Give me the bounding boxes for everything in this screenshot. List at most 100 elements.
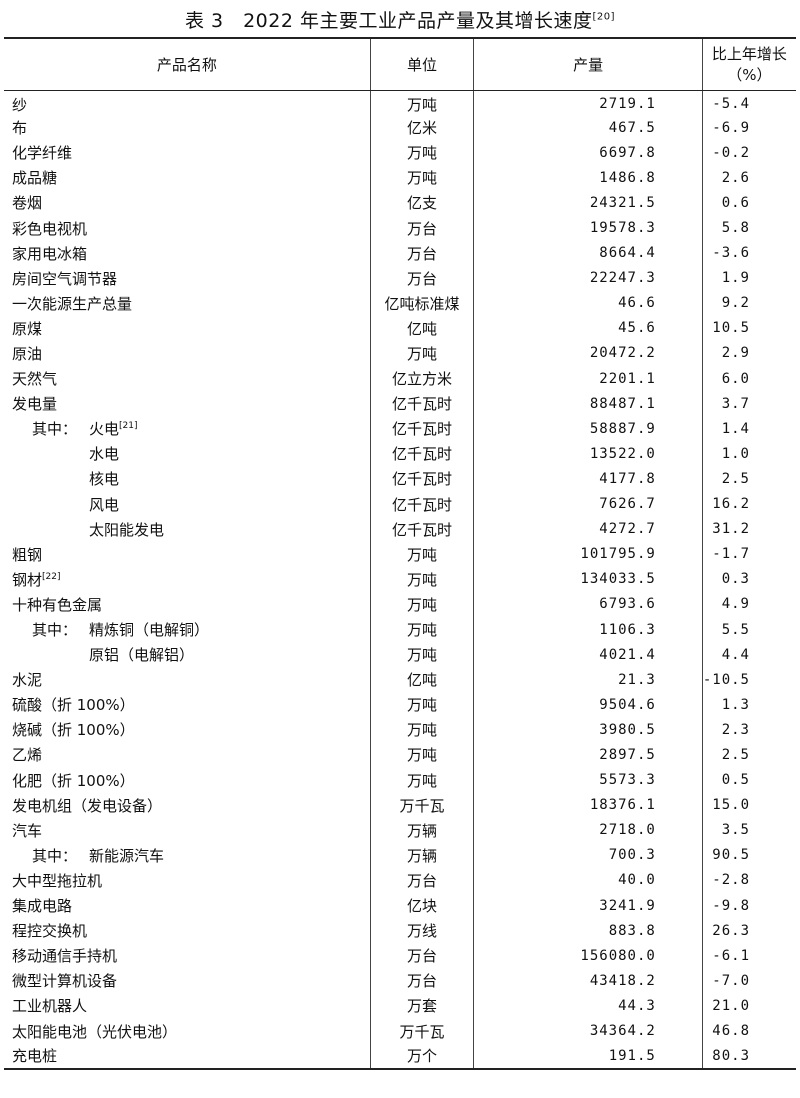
- cell-output: 1106.3: [473, 616, 703, 643]
- cell-growth: 21.0: [701, 993, 796, 1019]
- cell-product: 十种有色金属: [4, 592, 370, 617]
- header-product-name: 产品名称: [4, 37, 371, 91]
- cell-product: 其中： 新能源汽车: [4, 843, 370, 868]
- table-row: 成品糖 万吨 1486.8 2.6: [4, 165, 796, 191]
- cell-product: 工业机器人: [4, 993, 370, 1018]
- cell-growth: 1.4: [701, 416, 796, 442]
- cell-product: 一次能源生产总量: [4, 291, 370, 316]
- cell-growth: -9.8: [701, 893, 796, 919]
- table-row: 移动通信手持机 万台 156080.0 -6.1: [4, 943, 796, 969]
- cell-unit: 万线: [369, 918, 474, 944]
- cell-product: 发电量: [4, 391, 370, 416]
- cell-growth: -5.4: [701, 90, 796, 116]
- cell-growth: 80.3: [701, 1043, 796, 1070]
- cell-output: 191.5: [473, 1043, 703, 1070]
- cell-output: 6697.8: [473, 140, 703, 166]
- cell-output: 2719.1: [473, 90, 703, 116]
- cell-product: 其中： 精炼铜（电解铜）: [4, 617, 370, 642]
- cell-output: 5573.3: [473, 767, 703, 793]
- cell-unit: 万台: [369, 867, 474, 893]
- product-name: 程控交换机: [12, 922, 88, 941]
- product-name: 粗钢: [12, 545, 43, 564]
- cell-growth: 5.8: [701, 215, 796, 241]
- industrial-output-table: 产品名称 单位 产量 比上年增长（%） 纱 万吨 2719.1 -5.4 布 亿米…: [4, 37, 796, 1070]
- cell-growth: 2.3: [701, 717, 796, 743]
- table-row: 其中： 精炼铜（电解铜） 万吨 1106.3 5.5: [4, 616, 796, 643]
- cell-unit: 万吨: [369, 566, 474, 592]
- product-name: 集成电路: [12, 897, 73, 916]
- product-name: 烧碱（折 100%）: [12, 721, 135, 740]
- cell-product: 烧碱（折 100%）: [4, 717, 370, 742]
- cell-output: 46.6: [473, 290, 703, 316]
- cell-growth: -7.0: [701, 968, 796, 994]
- cell-growth: 0.5: [701, 767, 796, 793]
- cell-output: 156080.0: [473, 943, 703, 969]
- cell-product: 化肥（折 100%）: [4, 768, 370, 793]
- cell-output: 34364.2: [473, 1018, 703, 1044]
- cell-growth: 90.5: [701, 842, 796, 868]
- product-name: 汽车: [12, 821, 43, 840]
- cell-output: 134033.5: [473, 566, 703, 592]
- cell-output: 101795.9: [473, 541, 703, 567]
- cell-output: 883.8: [473, 918, 703, 944]
- cell-growth: 2.9: [701, 340, 796, 367]
- cell-product: 化学纤维: [4, 140, 370, 165]
- cell-unit: 万吨: [369, 717, 474, 743]
- product-name: 水电: [89, 445, 120, 464]
- cell-output: 40.0: [473, 867, 703, 893]
- table-row: 原铝（电解铝） 万吨 4021.4 4.4: [4, 642, 796, 668]
- cell-growth: -3.6: [701, 240, 796, 266]
- table-row: 化肥（折 100%） 万吨 5573.3 0.5: [4, 767, 796, 793]
- cell-product: 核电: [4, 466, 370, 491]
- cell-growth: 46.8: [701, 1018, 796, 1044]
- product-name: 核电: [89, 470, 120, 489]
- table-row: 程控交换机 万线 883.8 26.3: [4, 918, 796, 944]
- cell-output: 2201.1: [473, 366, 703, 392]
- cell-unit: 亿立方米: [369, 366, 474, 392]
- cell-output: 700.3: [473, 842, 703, 868]
- table-row: 卷烟 亿支 24321.5 0.6: [4, 190, 796, 216]
- product-name: 精炼铜（电解铜）: [89, 621, 210, 640]
- cell-product: 原油: [4, 341, 370, 366]
- product-name: 大中型拖拉机: [12, 871, 103, 890]
- cell-unit: 亿吨: [369, 315, 474, 341]
- table-row: 原煤 亿吨 45.6 10.5: [4, 315, 796, 341]
- cell-growth: 31.2: [701, 516, 796, 542]
- cell-growth: 1.0: [701, 441, 796, 467]
- cell-product: 太阳能电池（光伏电池）: [4, 1018, 370, 1043]
- cell-output: 21.3: [473, 667, 703, 693]
- table-row: 硫酸（折 100%） 万吨 9504.6 1.3: [4, 692, 796, 718]
- footnote-ref: [21]: [119, 421, 138, 432]
- table-row: 一次能源生产总量 亿吨标准煤 46.6 9.2: [4, 290, 796, 316]
- cell-output: 45.6: [473, 315, 703, 341]
- cell-unit: 万吨: [369, 692, 474, 718]
- cell-product: 家用电冰箱: [4, 241, 370, 266]
- product-name: 太阳能发电: [89, 520, 165, 539]
- product-name: 新能源汽车: [89, 846, 165, 865]
- cell-product: 水电: [4, 441, 370, 466]
- cell-product: 钢材[22]: [4, 567, 370, 592]
- cell-unit: 万吨: [369, 340, 474, 367]
- header-row: 产品名称 单位 产量 比上年增长（%）: [4, 37, 796, 91]
- cell-product: 太阳能发电: [4, 517, 370, 542]
- product-name: 移动通信手持机: [12, 947, 118, 966]
- cell-output: 3241.9: [473, 893, 703, 919]
- cell-output: 3980.5: [473, 717, 703, 743]
- header-growth: 比上年增长（%）: [701, 37, 796, 91]
- cell-output: 24321.5: [473, 190, 703, 216]
- product-name: 微型计算机设备: [12, 972, 118, 991]
- product-name: 房间空气调节器: [12, 269, 118, 288]
- table-row: 水电 亿千瓦时 13522.0 1.0: [4, 441, 796, 467]
- product-name: 硫酸（折 100%）: [12, 696, 135, 715]
- cell-output: 13522.0: [473, 441, 703, 467]
- product-name: 乙烯: [12, 746, 43, 765]
- table-row: 核电 亿千瓦时 4177.8 2.5: [4, 466, 796, 492]
- table-row: 家用电冰箱 万台 8664.4 -3.6: [4, 240, 796, 266]
- cell-output: 467.5: [473, 115, 703, 141]
- product-name: 原铝（电解铝）: [89, 646, 195, 665]
- table-row: 纱 万吨 2719.1 -5.4: [4, 90, 796, 116]
- cell-product: 彩色电视机: [4, 215, 370, 240]
- product-name: 钢材: [12, 570, 43, 589]
- product-name: 火电: [89, 420, 120, 439]
- cell-unit: 万台: [369, 240, 474, 266]
